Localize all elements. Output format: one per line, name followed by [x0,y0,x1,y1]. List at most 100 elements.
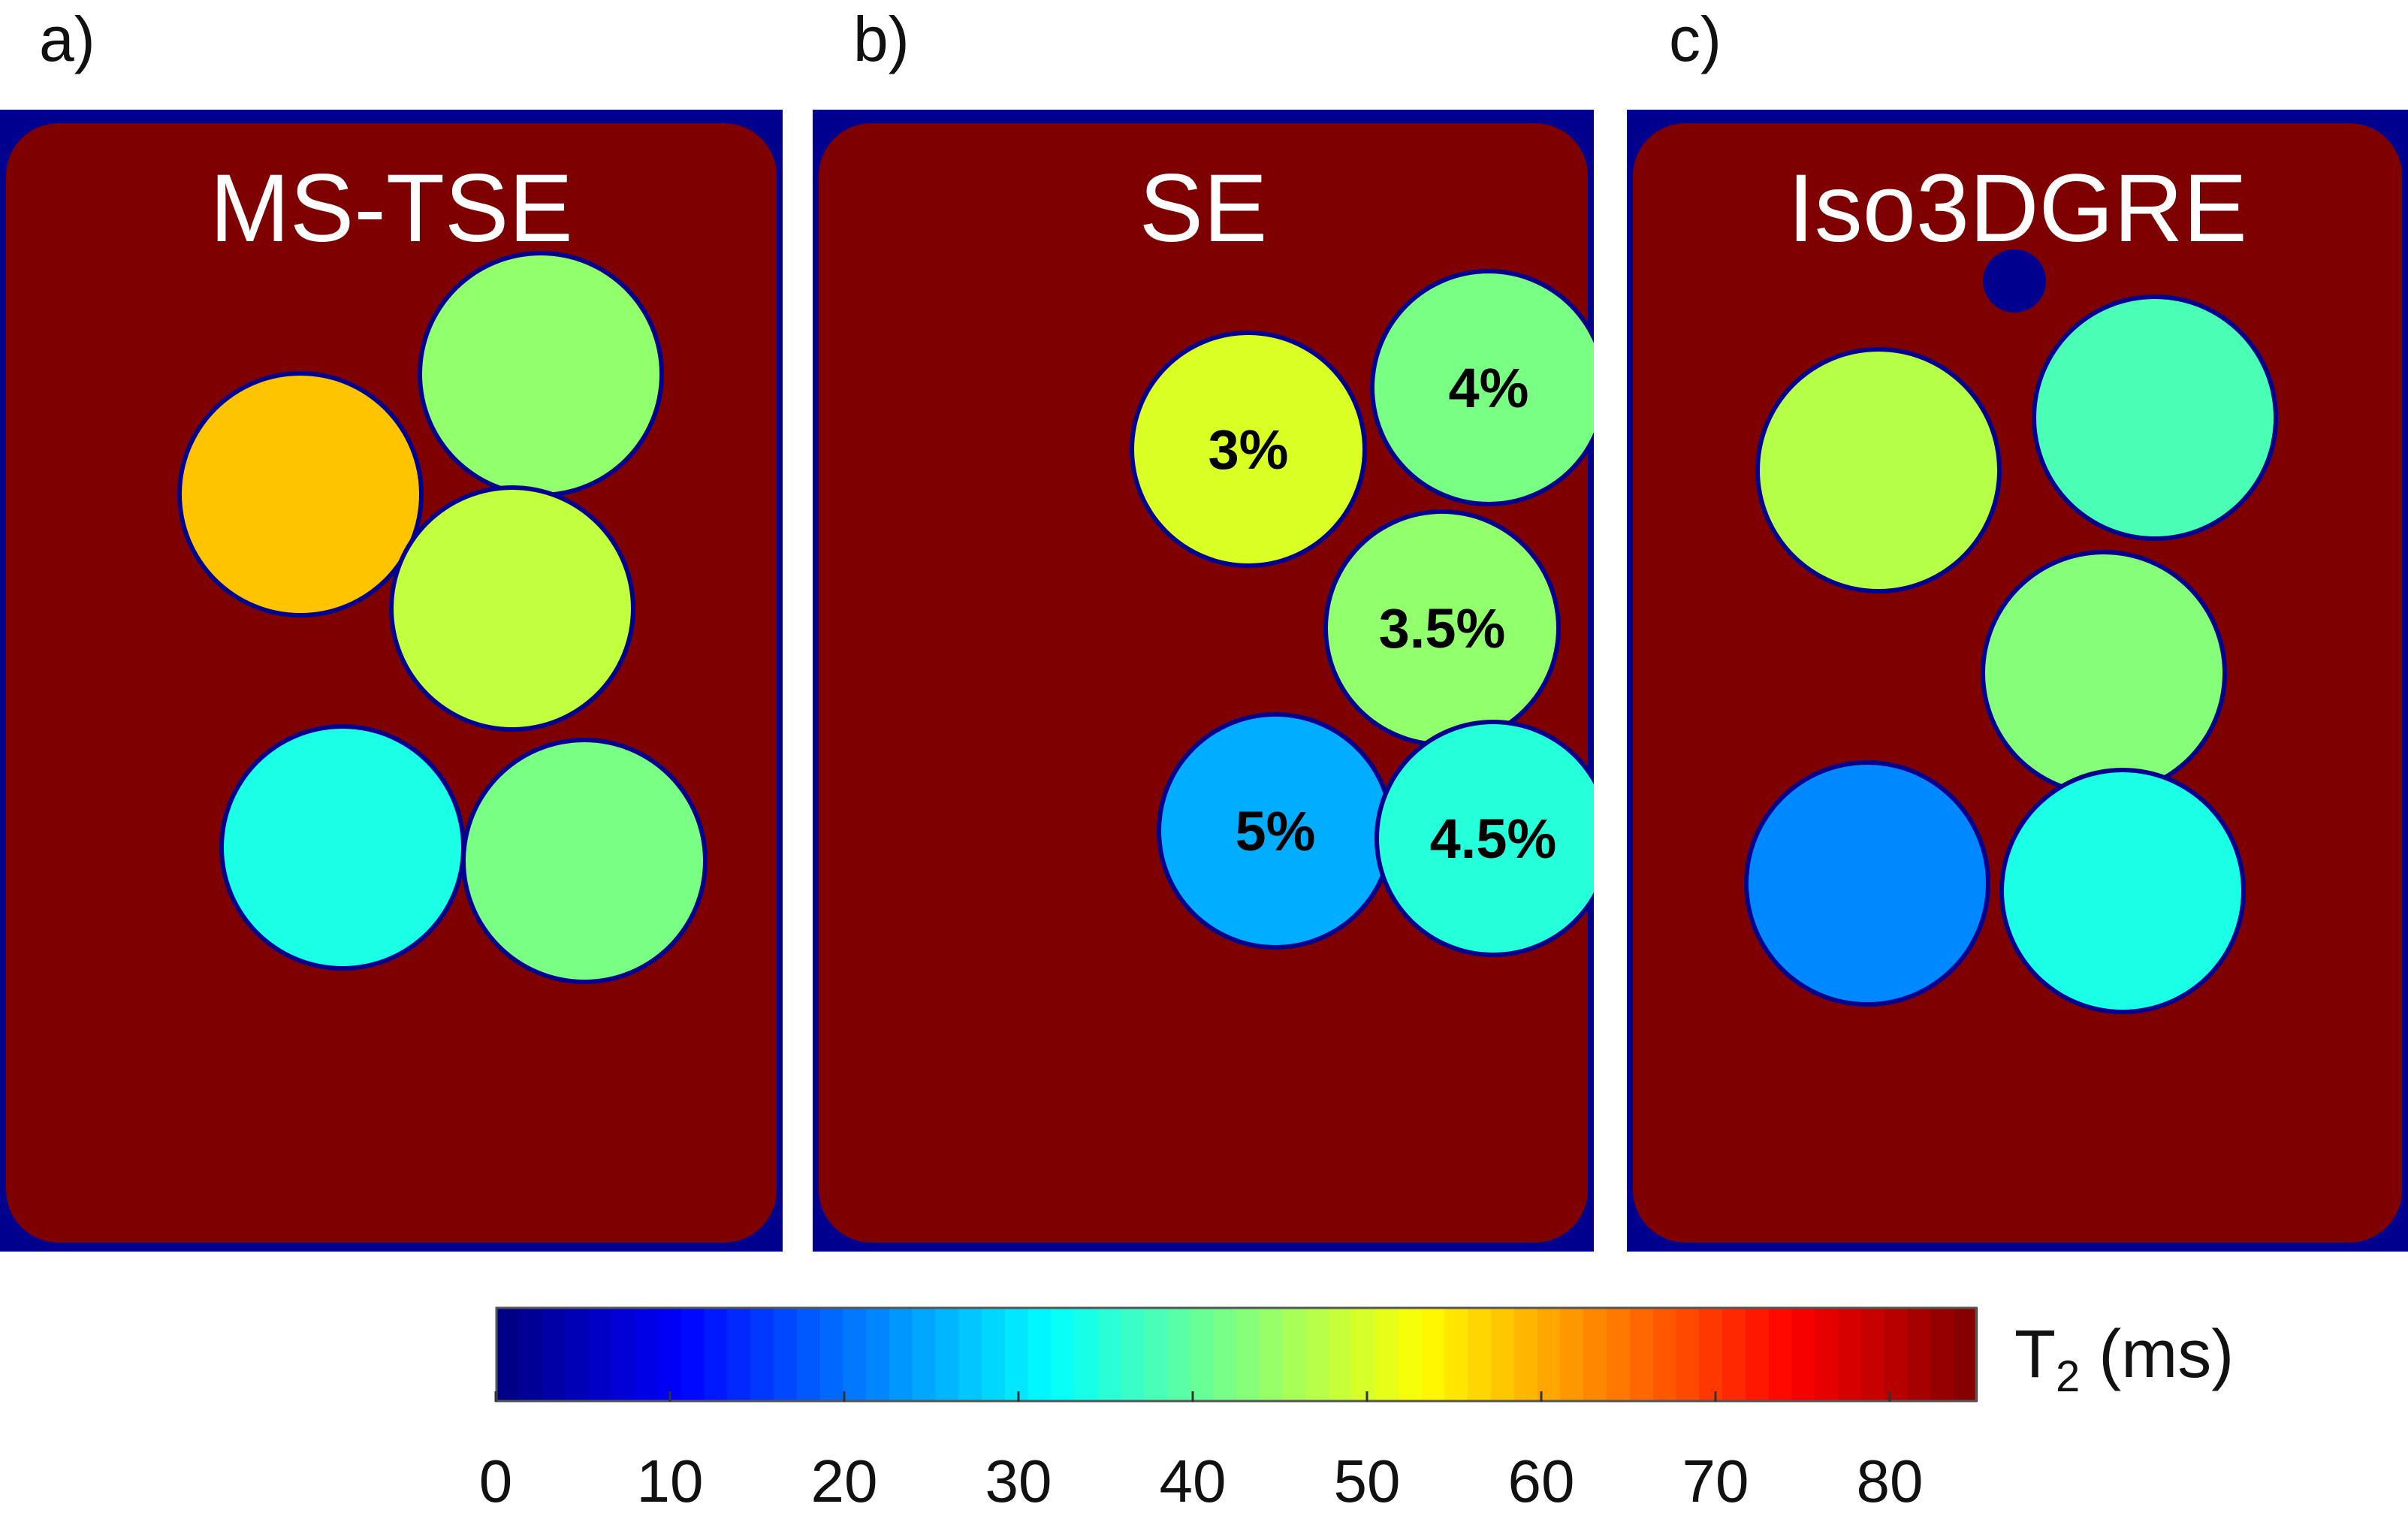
colorbar-segment [727,1307,751,1402]
phantom-vial [1985,554,2222,792]
colorbar-tick-label: 10 [636,1448,704,1514]
colorbar-segment [1074,1307,1099,1402]
colorbar-segment [1884,1307,1909,1402]
colorbar-segment [1352,1307,1376,1402]
phantom-vial [182,376,419,613]
t2-map-ms-tse [0,110,783,1252]
panel-title-iso3dgre: Iso3DGRE [1788,155,2247,262]
colorbar-segment [935,1307,960,1402]
colorbar-segment [1051,1307,1076,1402]
phantom-vial [1328,514,1556,742]
colorbar-segment [866,1307,890,1402]
t2-map-iso3dgre [1627,110,2408,1252]
phantom-concentration-label: 4.5% [1430,808,1557,870]
colorbar-segment [611,1307,635,1402]
colorbar-segment [1374,1307,1399,1402]
phantom-vial [1161,717,1390,945]
panel-iso3dgre: Iso3DGRE [1627,110,2408,1252]
panel-title-se: SE [1139,155,1268,262]
colorbar-segment [1190,1307,1215,1402]
colorbar-segment [1838,1307,1862,1402]
colorbar-tick-label: 0 [478,1448,513,1514]
colorbar-label: T2 (ms) [2014,1317,2234,1401]
t2-map-se: 3% 4% 3.5% 5% 4.5% [813,110,1594,1252]
colorbar-segment [1305,1307,1330,1402]
colorbar-segment [750,1307,774,1402]
colorbar-segment [1676,1307,1700,1402]
colorbar-segment [518,1307,543,1402]
panel-letter-c: c) [1669,4,1722,74]
phantom-concentration-label: 3% [1209,418,1289,481]
colorbar-segment [1421,1307,1446,1402]
colorbar-segment [1791,1307,1816,1402]
colorbar-segment [1490,1307,1515,1402]
air-bubble [1983,249,2046,313]
colorbar-tick-label: 50 [1333,1448,1401,1514]
colorbar-segment [1213,1307,1237,1402]
colorbar-segment [958,1307,983,1402]
colorbar-segment [1930,1307,1955,1402]
phantom-vial [1760,352,1997,589]
background-region [6,123,777,1243]
colorbar-border [495,1306,1978,1403]
panel-letter-a: a) [39,4,95,74]
phantom-vial [224,729,461,966]
colorbar-segment [1699,1307,1724,1402]
colorbar-segment [634,1307,659,1402]
colorbar-segment [1722,1307,1746,1402]
phantom-vial [2036,299,2274,536]
colorbar-segment [1513,1307,1538,1402]
colorbar-segment [1860,1307,1885,1402]
colorbar-segment [1815,1307,1839,1402]
colorbar-segment [1629,1307,1654,1402]
phantom-vial [1374,273,1594,502]
colorbar-segment [1468,1307,1492,1402]
colorbar-segment [1652,1307,1677,1402]
colorbar-tick-label: 60 [1507,1448,1575,1514]
panel-ms-tse: MS-TSE [0,110,783,1252]
colorbar [494,1306,1978,1457]
colorbar-segment [1583,1307,1607,1402]
colorbar-segment [1027,1307,1052,1402]
colorbar-segment [819,1307,844,1402]
panel-se: 3% 4% 3.5% 5% 4.5% SE [813,110,1594,1252]
colorbar-segment [704,1307,729,1402]
colorbar-segment [1444,1307,1469,1402]
colorbar-segment [496,1307,520,1402]
phantom-vial [2004,772,2241,1010]
colorbar-segment [912,1307,937,1402]
phantom-vial [394,490,631,727]
colorbar-segment [1537,1307,1562,1402]
phantom-vial [422,255,659,493]
colorbar-segment [1745,1307,1770,1402]
colorbar-segment [1907,1307,1932,1402]
colorbar-segment [1143,1307,1168,1402]
panel-title-ms-tse: MS-TSE [210,155,573,262]
colorbar-segment [680,1307,705,1402]
phantom-concentration-label: 5% [1236,800,1316,862]
colorbar-segment [1120,1307,1145,1402]
colorbar-segment [1607,1307,1631,1402]
colorbar-segment [982,1307,1006,1402]
colorbar-segment [1236,1307,1260,1402]
colorbar-tick-label: 40 [1159,1448,1227,1514]
colorbar-tick-label: 30 [985,1448,1052,1514]
colorbar-segment [843,1307,867,1402]
colorbar-segment [796,1307,821,1402]
colorbar-segment [1329,1307,1353,1402]
colorbar-segment [889,1307,913,1402]
colorbar-segment [565,1307,590,1402]
colorbar-segment [1954,1307,1978,1402]
phantom-concentration-label: 4% [1449,357,1529,419]
colorbar-segment [1398,1307,1423,1402]
colorbar-segment [1166,1307,1191,1402]
colorbar-tick-label: 20 [810,1448,878,1514]
phantom-vial [1134,335,1362,563]
panel-letter-b: b) [853,4,910,74]
colorbar-segment [1768,1307,1793,1402]
colorbar-segment [773,1307,798,1402]
colorbar-segment [1097,1307,1121,1402]
colorbar-segment [588,1307,613,1402]
phantom-vial [1379,724,1594,953]
phantom-vial [1749,765,1986,1002]
